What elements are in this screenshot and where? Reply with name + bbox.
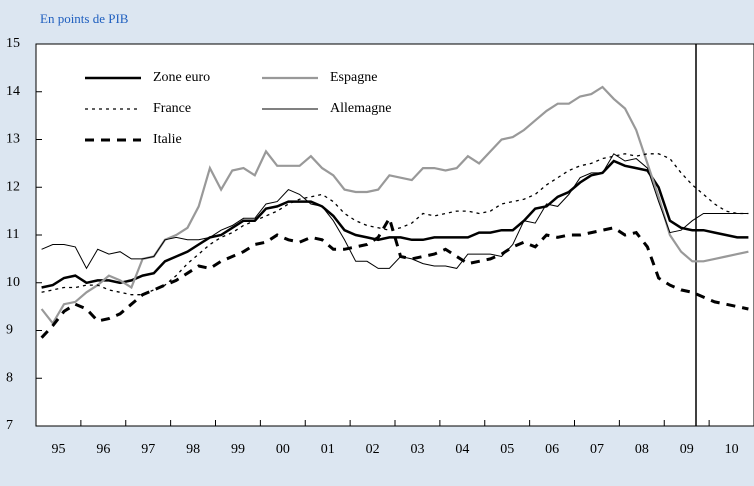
legend-bg <box>258 68 428 88</box>
x-tick-label: 01 <box>321 442 335 457</box>
x-tick-label: 09 <box>680 442 694 457</box>
legend-label: Zone euro <box>153 70 210 85</box>
x-tick-label: 05 <box>500 442 514 457</box>
y-tick-label: 14 <box>6 84 20 99</box>
y-tick-label: 9 <box>6 323 13 338</box>
x-tick-label: 97 <box>141 442 155 457</box>
y-tick-label: 8 <box>6 370 13 385</box>
y-tick-label: 11 <box>6 227 19 242</box>
x-tick-label: 95 <box>51 442 65 457</box>
chart-subtitle: En points de PIB <box>40 11 129 26</box>
x-tick-label: 99 <box>231 442 245 457</box>
x-tick-label: 10 <box>725 442 739 457</box>
legend-bg <box>258 99 428 119</box>
legend-label: Allemagne <box>330 101 391 116</box>
legend-bg <box>81 68 251 88</box>
x-tick-label: 07 <box>590 442 604 457</box>
legend-bg <box>81 130 251 150</box>
series-line <box>41 159 749 289</box>
legend-label: Italie <box>153 132 182 147</box>
legend-label: France <box>153 101 191 116</box>
x-tick-label: 98 <box>186 442 200 457</box>
legend-label: Espagne <box>330 70 377 85</box>
x-tick-label: 04 <box>455 442 469 457</box>
x-tick-label: 96 <box>96 442 110 457</box>
y-tick-label: 12 <box>6 179 20 194</box>
x-tick-label: 06 <box>545 442 559 457</box>
series-line <box>40 214 749 339</box>
legend-bg <box>81 99 251 119</box>
y-tick-label: 13 <box>6 132 20 147</box>
y-tick-label: 15 <box>6 36 20 51</box>
series-line <box>41 153 749 270</box>
y-tick-label: 10 <box>6 275 20 290</box>
x-tick-label: 02 <box>366 442 380 457</box>
y-tick-label: 7 <box>6 418 13 433</box>
x-tick-label: 00 <box>276 442 290 457</box>
x-tick-label: 03 <box>410 442 424 457</box>
x-tick-label: 08 <box>635 442 649 457</box>
